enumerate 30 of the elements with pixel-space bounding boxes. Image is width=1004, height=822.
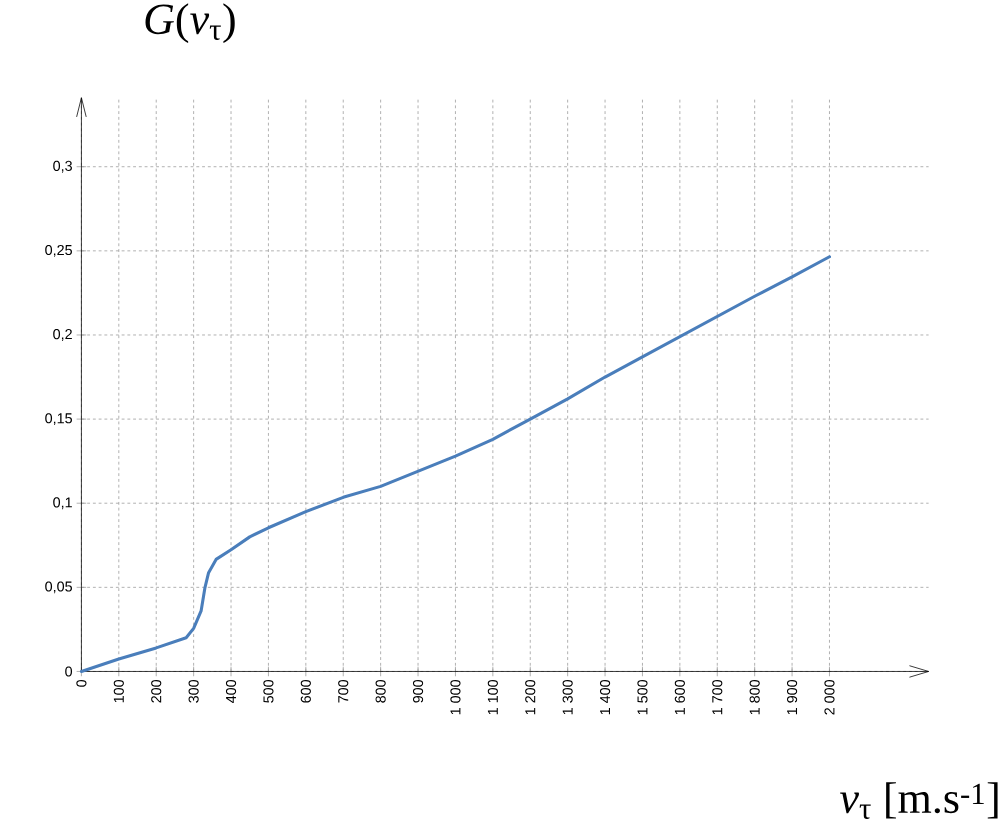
x-tick-label: 600 (300, 679, 311, 703)
x-tick-label: 1 200 (525, 679, 536, 715)
y-tick-label: 0,05 (45, 581, 72, 594)
x-tick-label: 1 700 (712, 679, 723, 715)
x-tick-label: 100 (113, 679, 124, 703)
x-axis-title: v$_{τ}$ [m.s$^{-1}$] (840, 782, 998, 819)
y-tick-label: 0 (65, 666, 73, 677)
x-tick-label: 2 000 (824, 679, 835, 715)
y-tick-label: 0,25 (45, 244, 72, 257)
x-tick-label: 1 300 (562, 679, 573, 715)
x-tick-label: 1 000 (450, 679, 461, 715)
y-tick-label: 0,2 (53, 328, 72, 341)
x-tick-label: 700 (338, 679, 349, 703)
x-tick-label: 200 (151, 679, 162, 703)
y-tick-label: 0,15 (45, 413, 72, 425)
x-tick-label: 800 (375, 679, 386, 703)
x-tick-label: 900 (412, 679, 424, 703)
y-tick-label: 0,3 (53, 160, 72, 173)
x-tick-label: 300 (188, 679, 199, 703)
x-tick-label: 1 800 (749, 679, 760, 715)
x-tick-label: 1 500 (637, 679, 648, 715)
x-tick-label: 500 (263, 679, 274, 703)
x-tick-label: 1 900 (786, 679, 798, 715)
x-tick-label: 1 100 (487, 679, 498, 715)
x-tick-label: 0 (76, 679, 87, 687)
y-axis-title: G(v$_{τ}$) (145, 3, 235, 44)
x-tick-label: 400 (225, 679, 237, 703)
y-tick-label: 0,1 (53, 497, 72, 510)
x-tick-label: 1 600 (674, 679, 685, 715)
x-tick-label: 1 400 (599, 679, 611, 715)
